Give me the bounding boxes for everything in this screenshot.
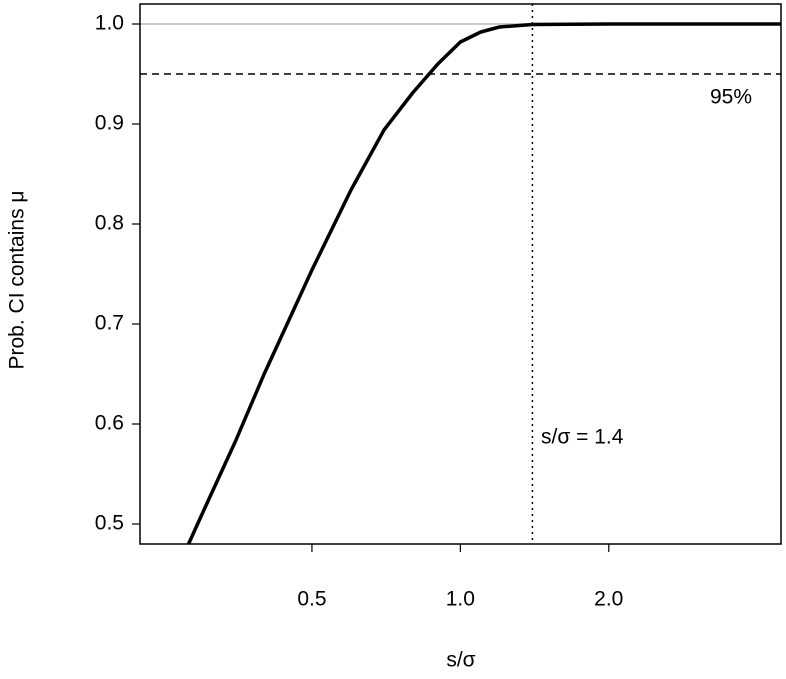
x-axis-label: s/σ	[446, 649, 475, 672]
line-series	[186, 22, 781, 545]
x-tick-label: 1.0	[446, 588, 475, 611]
plot-frame	[139, 3, 782, 545]
y-tick-label: 0.6	[95, 412, 124, 435]
x-tick-label: 0.5	[297, 588, 326, 611]
y-tick-label: 0.9	[95, 112, 124, 135]
y-tick-label: 0.5	[95, 512, 124, 535]
y-tick-label: 1.0	[95, 12, 124, 35]
x-tick-label: 2.0	[594, 588, 623, 611]
y-tick-label: 0.8	[95, 212, 124, 235]
annotation: 95%	[710, 86, 752, 109]
y-tick-label: 0.7	[95, 312, 124, 335]
annotation: s/σ = 1.4	[541, 426, 624, 449]
y-axis-label: Prob. CI contains μ	[6, 190, 29, 369]
